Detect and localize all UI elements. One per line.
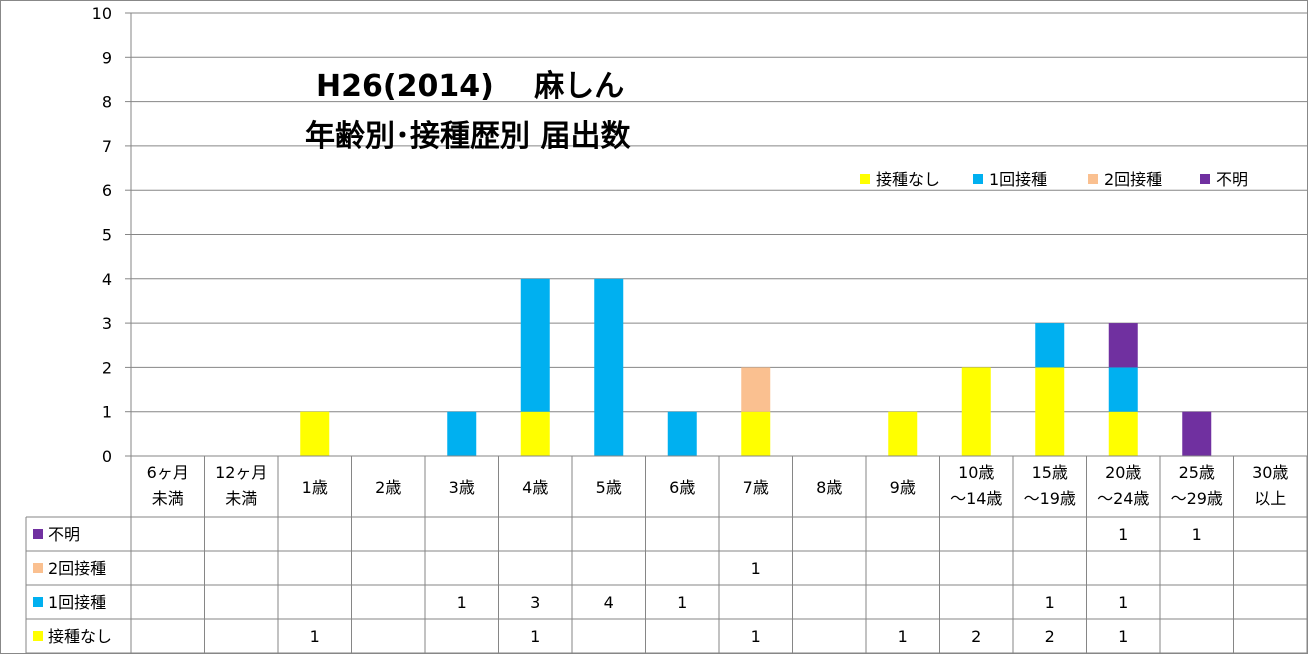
bar-segment [741, 367, 771, 412]
y-axis-ticks: 0 1 2 3 4 5 6 7 8 9 10 [92, 4, 131, 466]
x-category-label: 3歳 [449, 478, 475, 497]
legend-label: 接種なし [876, 170, 940, 189]
x-category-label: 9歳 [890, 478, 916, 497]
x-category-label: 2歳 [375, 478, 401, 497]
bar-segment [447, 411, 477, 456]
bar-segment [667, 411, 697, 456]
bar-segment [1108, 411, 1138, 456]
table-cell-value: 1 [1045, 593, 1055, 612]
table-cell-value: 3 [530, 593, 540, 612]
table-cell-value: 1 [310, 627, 320, 646]
x-category-label: 未満 [152, 489, 184, 508]
legend-label: 不明 [1216, 170, 1248, 189]
legend-key [973, 174, 983, 184]
y-tick-label: 2 [102, 358, 112, 377]
x-category-label: ～19歳 [1024, 489, 1076, 508]
table-row-label: 不明 [48, 525, 80, 544]
table-cell-value: 1 [751, 627, 761, 646]
table-cell-value: 1 [1118, 627, 1128, 646]
bar-segment [741, 411, 771, 456]
x-category-label: ～24歳 [1097, 489, 1149, 508]
x-category-label: 4歳 [522, 478, 548, 497]
x-category-label: 10歳 [958, 463, 994, 482]
bar-segment [1108, 367, 1138, 412]
y-tick-label: 10 [92, 4, 112, 23]
legend-key [860, 174, 870, 184]
bar-segment [520, 411, 550, 456]
x-category-label: ～14歳 [950, 489, 1002, 508]
x-category-label: 以上 [1254, 489, 1286, 508]
table-row-label: 2回接種 [48, 559, 106, 578]
table-row-key [33, 529, 43, 539]
x-category-label: 15歳 [1032, 463, 1068, 482]
bars [300, 278, 1212, 456]
legend-label: 1回接種 [989, 170, 1047, 189]
bar-segment [594, 278, 624, 456]
table-cell-value: 1 [1192, 525, 1202, 544]
table-cell-value: 1 [677, 593, 687, 612]
table-row-key [33, 563, 43, 573]
bar-segment [888, 411, 918, 456]
y-tick-label: 1 [102, 403, 112, 422]
legend: 接種なし 1回接種 2回接種 不明 [860, 170, 1248, 189]
bar-segment [520, 278, 550, 412]
table-cell-value: 1 [530, 627, 540, 646]
x-category-label: 1歳 [302, 478, 328, 497]
x-category-label: 未満 [225, 489, 257, 508]
y-tick-label: 0 [102, 447, 112, 466]
x-category-label: 7歳 [743, 478, 769, 497]
table-cell-value: 2 [971, 627, 981, 646]
table-cell-value: 4 [604, 593, 614, 612]
table-row-label: 1回接種 [48, 593, 106, 612]
x-category-label: 8歳 [816, 478, 842, 497]
chart-title-line: H26(2014) 麻しん [316, 69, 624, 104]
x-category-label: ～29歳 [1171, 489, 1223, 508]
table-row-key [33, 597, 43, 607]
legend-key [1088, 174, 1098, 184]
bar-segment [1182, 411, 1212, 456]
x-category-label: 6歳 [669, 478, 695, 497]
table-cell-value: 2 [1045, 627, 1055, 646]
x-category-label: 6ヶ月 [147, 463, 189, 482]
bar-segment [1108, 323, 1138, 368]
y-tick-label: 5 [102, 226, 112, 245]
legend-label: 2回接種 [1104, 170, 1162, 189]
table-row-label: 接種なし [48, 627, 112, 646]
y-tick-label: 9 [102, 48, 112, 67]
x-category-label: 25歳 [1179, 463, 1215, 482]
y-tick-label: 8 [102, 93, 112, 112]
y-tick-label: 7 [102, 137, 112, 156]
y-tick-label: 6 [102, 181, 112, 200]
table-row-key [33, 631, 43, 641]
bar-segment [1035, 323, 1065, 368]
x-category-label: 5歳 [596, 478, 622, 497]
table-cell-value: 1 [1118, 525, 1128, 544]
bar-segment [961, 367, 991, 456]
chart-title-line: 年齢別･接種歴別 届出数 [305, 119, 631, 154]
bar-segment [300, 411, 330, 456]
y-tick-label: 3 [102, 314, 112, 333]
legend-key [1200, 174, 1210, 184]
table-cell-value: 1 [1118, 593, 1128, 612]
x-category-label: 30歳 [1252, 463, 1288, 482]
y-tick-label: 4 [102, 270, 112, 289]
x-category-label: 20歳 [1105, 463, 1141, 482]
bar-segment [1035, 367, 1065, 456]
x-category-label: 12ヶ月 [215, 463, 267, 482]
table-cell-value: 1 [898, 627, 908, 646]
table-cell-value: 1 [751, 559, 761, 578]
table-cell-value: 1 [457, 593, 467, 612]
